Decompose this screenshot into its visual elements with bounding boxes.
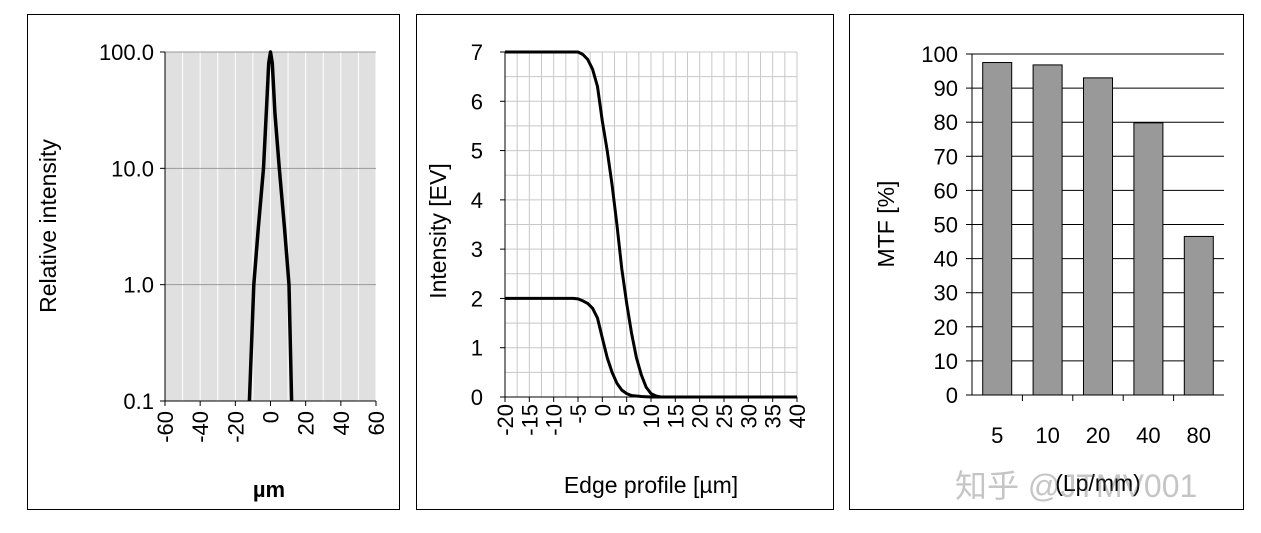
y-tick-label: 0.1 — [123, 389, 154, 414]
y-tick-label: 20 — [934, 315, 958, 340]
x-tick-label: -20 — [223, 411, 248, 443]
x-tick-label: 10 — [639, 404, 664, 428]
y-tick-label: 0 — [471, 385, 483, 410]
y-tick-label: 7 — [471, 40, 483, 65]
y-tick-label: 80 — [934, 110, 958, 135]
x-tick-label: 15 — [663, 404, 688, 428]
x-tick-label: -60 — [153, 411, 178, 443]
x-tick-label: -5 — [566, 404, 591, 424]
x-tick-label: 40 — [785, 404, 810, 428]
y-tick-label: 50 — [934, 213, 958, 238]
x-tick-label: 0 — [590, 404, 615, 416]
y-tick-label: 70 — [934, 144, 958, 169]
mtf-bar — [1032, 64, 1063, 396]
x-axis-label: µm — [253, 477, 285, 502]
x-tick-label: -20 — [493, 404, 518, 436]
x-tick-label: 25 — [712, 404, 737, 428]
mtf-bar — [1183, 235, 1214, 396]
x-axis-label: Edge profile [µm] — [564, 472, 738, 498]
y-axis-label: Intensity [EV] — [425, 163, 451, 299]
mtf-bar — [1133, 122, 1164, 396]
x-axis-label: (Lp/mm) — [1055, 470, 1141, 496]
y-tick-label: 4 — [471, 188, 483, 213]
y-tick-label: 3 — [471, 237, 483, 262]
x-tick-label: -15 — [517, 404, 542, 436]
x-tick-label: 5 — [991, 423, 1003, 448]
y-tick-label: 30 — [934, 281, 958, 306]
edge-profile-line — [505, 296, 797, 399]
x-tick-label: 20 — [1086, 423, 1110, 448]
psf-line — [247, 50, 294, 402]
y-tick-label: 2 — [471, 286, 483, 311]
x-tick-label: 10 — [1035, 423, 1059, 448]
x-tick-label: 35 — [761, 404, 786, 428]
y-tick-label: 40 — [934, 247, 958, 272]
y-tick-label: 5 — [471, 139, 483, 164]
y-tick-label: 100 — [921, 42, 958, 67]
edge-profile-chart-panel — [416, 14, 834, 510]
y-tick-label: 60 — [934, 178, 958, 203]
x-tick-label: 0 — [259, 411, 284, 423]
x-tick-label: 30 — [736, 404, 761, 428]
y-tick-label: 1.0 — [123, 273, 154, 298]
y-tick-label: 90 — [934, 76, 958, 101]
mtf-bar — [982, 62, 1013, 396]
y-axis-label: MTF [%] — [873, 181, 899, 268]
x-tick-label: -10 — [542, 404, 567, 436]
y-tick-label: 10.0 — [111, 156, 154, 181]
x-tick-label: 40 — [329, 411, 354, 435]
y-tick-label: 1 — [471, 336, 483, 361]
x-tick-label: 5 — [615, 404, 640, 416]
x-tick-label: 20 — [294, 411, 319, 435]
watermark: 知乎 @JTMV001 — [955, 468, 1198, 504]
y-tick-label: 6 — [471, 89, 483, 114]
x-tick-label: 20 — [688, 404, 713, 428]
x-tick-label: 60 — [364, 411, 389, 435]
x-tick-label: 40 — [1136, 423, 1160, 448]
x-tick-label: 80 — [1187, 423, 1211, 448]
y-tick-label: 0 — [946, 383, 958, 408]
mtf-bar — [1083, 77, 1113, 396]
y-tick-label: 10 — [934, 349, 958, 374]
y-axis-label: Relative intensity — [35, 139, 61, 313]
x-tick-label: -40 — [188, 411, 213, 443]
y-tick-label: 100.0 — [99, 40, 154, 65]
